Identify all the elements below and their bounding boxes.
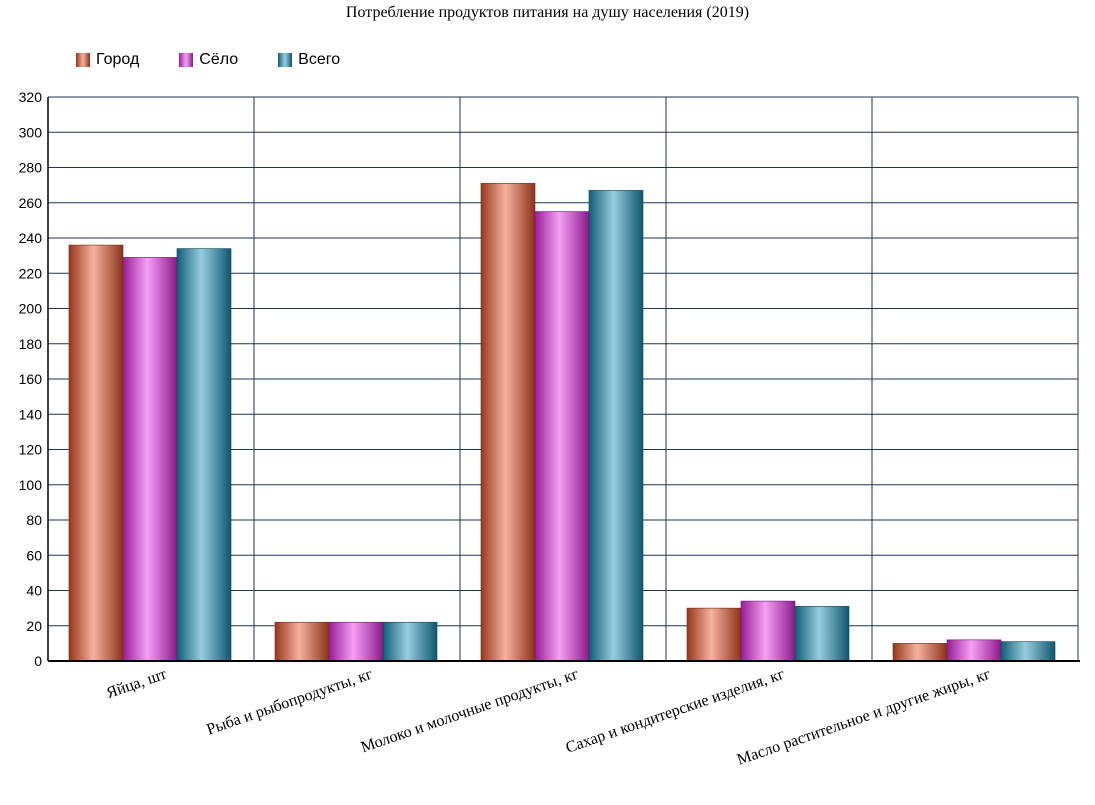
x-category-label: Сахар и кондитерские изделия, кг [564,666,788,757]
bar-0-1 [122,257,178,662]
bar-0-2 [176,248,232,662]
y-tick-label: 180 [19,336,43,352]
bar-4-1 [946,639,1002,662]
bar-1-2 [382,621,438,662]
bar-0-0 [68,244,124,662]
y-tick-label: 280 [19,160,43,176]
x-category-label: Рыба и рыбопродукты, кг [205,666,376,739]
legend-swatch-gorod [76,53,90,67]
x-category-label: Молоко и молочные продукты, кг [359,666,581,757]
y-tick-label: 200 [19,301,43,317]
bar-4-2 [1000,641,1056,662]
chart-title: Потребление продуктов питания на душу на… [345,4,750,21]
y-tick-label: 0 [34,653,42,669]
bars [68,183,1056,662]
legend-swatch-vsego [278,53,293,67]
y-tick-label: 140 [19,406,43,422]
bar-3-2 [794,606,850,662]
bar-4-0 [892,643,948,662]
axes [47,97,1080,662]
y-tick-label: 220 [19,265,43,281]
legend-item-selo: Сёло [179,51,238,69]
y-tick-label: 300 [19,124,43,140]
bar-2-2 [588,190,644,662]
y-tick-labels: 0 20 40 60 80 100 120 140 160 180 200 220 240 260 280 3… [19,89,43,669]
y-tick-label: 160 [19,371,43,387]
y-tick-label: 260 [19,195,43,211]
y-tick-label: 120 [19,442,43,458]
y-tick-label: 100 [19,477,43,493]
bar-1-0 [274,621,330,662]
bar-3-0 [686,607,742,662]
bar-3-1 [740,600,796,662]
bar-2-0 [480,183,536,662]
bar-1-1 [328,621,384,662]
legend-label-selo: Сёло [199,51,239,68]
legend-item-vsego: Всего [278,51,340,69]
legend-label-gorod: Город [96,51,140,68]
y-tick-label: 60 [26,547,42,563]
legend-item-gorod: Город [76,51,139,69]
y-tick-label: 20 [26,618,42,634]
legend-swatch-selo [179,53,194,67]
legend: Город Сёло Всего [76,50,380,70]
x-category-label: Яйца, шт [104,666,168,702]
y-tick-label: 80 [26,512,42,528]
y-tick-label: 240 [19,230,43,246]
y-tick-label: 320 [19,89,43,105]
y-tick-label: 40 [26,583,42,599]
bar-2-1 [534,211,590,662]
legend-label-vsego: Всего [298,51,341,68]
